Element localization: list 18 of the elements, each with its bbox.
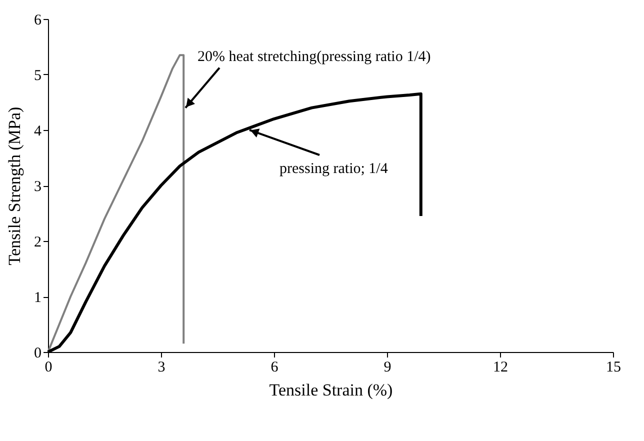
x-tick-label: 6: [270, 360, 279, 376]
line-series: [47, 54, 185, 353]
x-tick-label: 12: [493, 360, 508, 376]
y-tick-label: 5: [34, 68, 42, 84]
y-tick-label: 0: [34, 346, 42, 362]
annotation: pressing ratio; 1/4: [280, 161, 388, 177]
y-tick-label: 6: [34, 12, 42, 28]
y-tick-label: 2: [34, 234, 42, 250]
x-tick-label: 9: [384, 360, 392, 376]
y-tick-label: 1: [34, 290, 42, 306]
x-tick-label: 3: [158, 360, 166, 376]
y-tick-label: 3: [34, 179, 42, 195]
x-axis-title: Tensile Strain (%): [269, 380, 393, 400]
y-tick-label: 4: [34, 124, 42, 140]
x-tick-label: 15: [606, 360, 621, 376]
annotation: 20% heat stretching(pressing ratio 1/4): [197, 48, 431, 65]
y-axis-title: Tensile Strength (MPa): [5, 106, 24, 266]
x-tick-label: 0: [44, 360, 52, 376]
